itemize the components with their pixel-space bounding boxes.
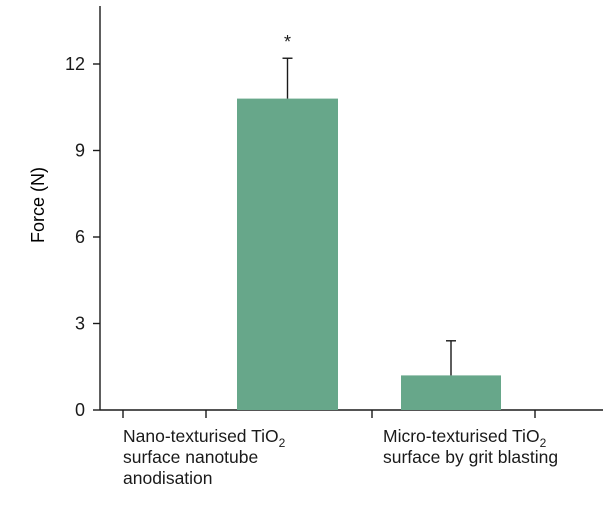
y-tick-label: 6	[75, 227, 85, 247]
axes: 0 3 6 9 12	[65, 6, 603, 420]
significance-marker: *	[284, 32, 291, 52]
y-axis-title: Force (N)	[28, 167, 48, 243]
error-bars	[282, 57, 456, 376]
x-tick-label: surface by grit blasting	[383, 447, 558, 467]
x-tick-label: anodisation	[123, 468, 213, 488]
x-tick-label: surface nanotube	[123, 447, 258, 467]
y-tick-label: 3	[75, 314, 85, 334]
bar	[401, 375, 501, 410]
y-tick-label: 0	[75, 400, 85, 420]
y-tick-label: 12	[65, 54, 85, 74]
bars	[237, 98, 501, 410]
bar	[237, 98, 338, 410]
y-tick-label: 9	[75, 141, 85, 161]
